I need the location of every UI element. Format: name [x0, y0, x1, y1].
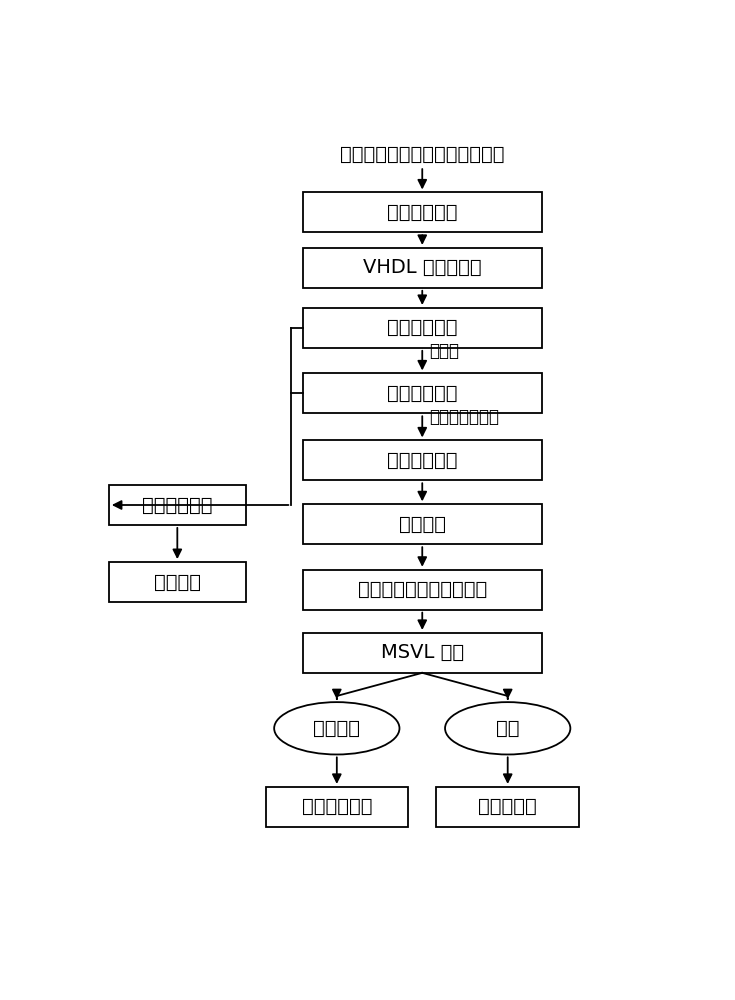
Bar: [303, 633, 542, 673]
Bar: [303, 570, 542, 610]
Text: 建模: 建模: [496, 719, 520, 738]
Bar: [303, 373, 542, 413]
Bar: [109, 485, 245, 525]
Text: 语法树和符号表: 语法树和符号表: [429, 408, 499, 426]
Bar: [303, 504, 542, 544]
Text: 翻译模块: 翻译模块: [399, 515, 445, 534]
Text: 待解析文件顶层文件的绝对路径: 待解析文件顶层文件的绝对路径: [340, 145, 504, 164]
Text: 词法分析模块: 词法分析模块: [387, 318, 457, 337]
Text: 文件分析模块: 文件分析模块: [387, 203, 457, 222]
Bar: [303, 440, 542, 480]
Bar: [109, 562, 245, 602]
Text: 异常退出: 异常退出: [154, 572, 201, 591]
Text: 翻译结果字符串连接模块: 翻译结果字符串连接模块: [358, 580, 487, 599]
Text: 记号流: 记号流: [429, 342, 459, 360]
Ellipse shape: [445, 702, 570, 754]
Bar: [265, 787, 408, 827]
Ellipse shape: [274, 702, 400, 754]
Text: 信息存储模块: 信息存储模块: [387, 451, 457, 470]
Text: 程序验证结果: 程序验证结果: [301, 797, 372, 816]
Text: 模型检测: 模型检测: [313, 719, 360, 738]
Text: 形式化模型: 形式化模型: [478, 797, 537, 816]
Bar: [303, 192, 542, 232]
Text: VHDL 源文件列表: VHDL 源文件列表: [363, 258, 481, 277]
Bar: [437, 787, 579, 827]
Text: MSVL 程序: MSVL 程序: [381, 643, 464, 662]
Bar: [303, 308, 542, 348]
Text: 出错处理模块: 出错处理模块: [142, 495, 212, 514]
Bar: [303, 248, 542, 288]
Text: 语法分析模块: 语法分析模块: [387, 384, 457, 403]
